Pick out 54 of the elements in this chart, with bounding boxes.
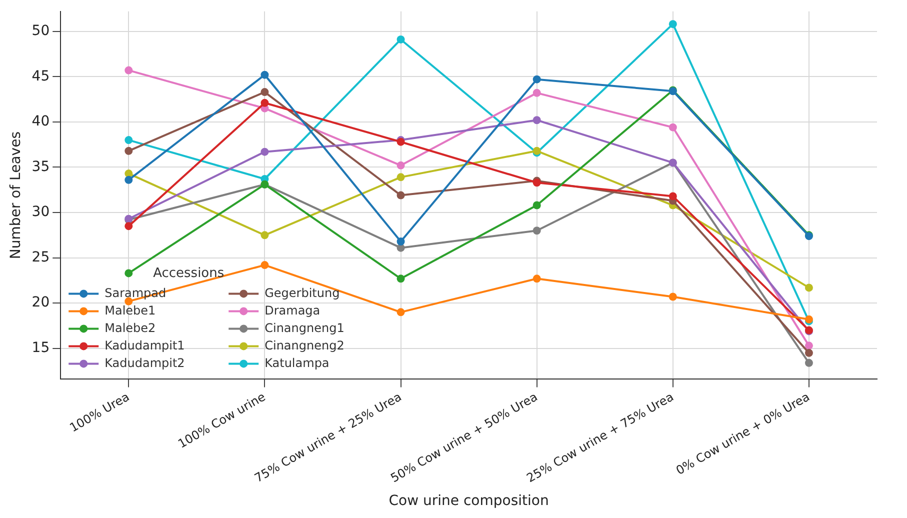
point (396, 191, 405, 200)
y-tick-label: 25 (32, 249, 50, 266)
legend-label: Cinangneng1 (264, 320, 344, 335)
y-tick-label: 50 (32, 22, 50, 39)
point (260, 98, 269, 107)
point (124, 176, 133, 184)
point (396, 274, 405, 283)
legend-label: Malebe1 (104, 303, 156, 318)
legend-label: Dramaga (264, 303, 320, 318)
point (532, 226, 541, 235)
legend-label: Kadudampit1 (104, 338, 185, 352)
y-axis-title: Number of Leaves (8, 132, 24, 260)
point (260, 261, 269, 270)
y-tick-label: 30 (32, 204, 50, 220)
y-tick-label: 45 (32, 68, 50, 84)
point (124, 222, 133, 230)
point (668, 123, 677, 132)
legend-title: Accessions (153, 266, 224, 282)
point (260, 70, 269, 79)
point (668, 192, 677, 200)
point (804, 284, 813, 292)
y-tick-label: 15 (32, 340, 50, 356)
y-tick-label: 20 (32, 294, 50, 311)
y-tick-label: 35 (32, 158, 50, 175)
legend-label: Malebe2 (104, 320, 156, 335)
point (804, 348, 813, 357)
y-tick-label: 40 (32, 114, 50, 130)
legend-label: Cinangneng2 (264, 338, 344, 352)
point (396, 238, 405, 246)
x-axis-title: Cow urine composition (388, 493, 549, 510)
x-tick-label: 0% Cow urine + 0% Urea (674, 390, 812, 478)
point (804, 342, 813, 350)
legend-label: Kadudampit2 (104, 356, 185, 370)
point (260, 148, 269, 156)
point (396, 308, 405, 316)
point (532, 116, 541, 124)
point (124, 146, 133, 155)
legend-label: Katulampa (264, 356, 330, 370)
point (668, 292, 677, 301)
point (804, 358, 813, 367)
point (260, 88, 269, 96)
point (532, 75, 541, 84)
legend-label: Gegerbitung (264, 286, 340, 300)
point (124, 66, 133, 74)
point (532, 88, 541, 97)
point (532, 201, 541, 210)
point (532, 274, 541, 283)
point (396, 35, 405, 44)
point (124, 269, 133, 278)
point (124, 136, 133, 144)
point (260, 231, 269, 240)
point (668, 20, 677, 28)
point (396, 173, 405, 182)
point (396, 161, 405, 170)
